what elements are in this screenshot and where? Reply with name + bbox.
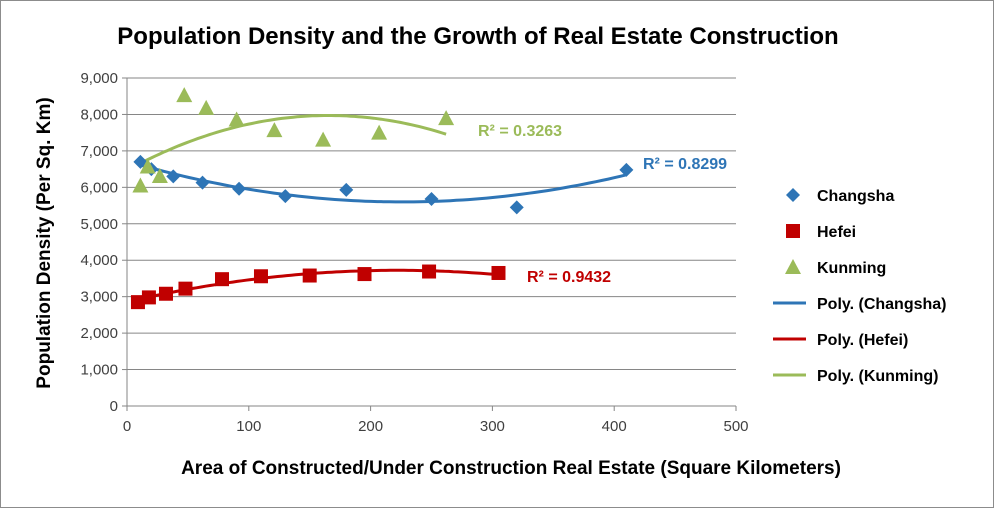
x-tick-label: 500: [723, 418, 748, 435]
data-point-kunming: [438, 110, 455, 126]
data-point-hefei: [422, 264, 437, 279]
y-tick-label: 8,000: [80, 106, 118, 123]
data-point-changsha: [232, 181, 247, 196]
data-point-changsha: [278, 189, 293, 204]
y-axis-title: Population Density (Per Sq. Km): [34, 97, 55, 388]
y-tick-label: 9,000: [80, 70, 118, 87]
axes: 0 1,000 2,000 3,000 4,000 5,000 6,000 7,000 8,00…: [80, 70, 748, 435]
r-squared-label-hefei: R² = 0.9432: [527, 269, 611, 286]
r-squared-labels: R² = 0.8299 R² = 0.9432 R² = 0.3263: [478, 123, 727, 286]
x-tick-label: 200: [358, 418, 383, 435]
trendline-hefei: [137, 268, 499, 301]
data-point-kunming: [132, 177, 149, 193]
data-point-kunming: [315, 131, 332, 147]
trendline-changsha: [139, 163, 627, 204]
trendline-kunming: [139, 114, 447, 165]
data-point-kunming: [198, 99, 215, 115]
data-point-changsha: [424, 191, 439, 206]
data-point-hefei: [215, 272, 230, 287]
x-tick-label: 400: [602, 418, 627, 435]
legend-label-changsha: Changsha: [817, 188, 894, 205]
y-tick-label: 2,000: [80, 325, 118, 342]
legend-marker-hefei: [786, 224, 800, 238]
data-point-changsha: [166, 169, 181, 184]
gridlines: [127, 77, 736, 371]
data-point-hefei: [178, 281, 193, 296]
data-point-kunming: [266, 122, 283, 138]
legend-marker-kunming: [785, 259, 801, 274]
data-point-hefei: [158, 286, 173, 301]
y-tick-label: 1,000: [80, 362, 118, 379]
x-tick-label: 300: [480, 418, 505, 435]
legend: Changsha Hefei Kunming Poly. (Changsha) Poly…: [773, 188, 947, 385]
data-point-changsha: [339, 182, 354, 197]
data-point-changsha: [133, 154, 148, 169]
legend-label-trend-changsha: Poly. (Changsha): [817, 296, 947, 313]
data-point-changsha: [195, 175, 210, 190]
data-point-hefei: [302, 268, 317, 283]
data-point-kunming: [176, 87, 193, 103]
legend-label-hefei: Hefei: [817, 224, 856, 241]
data-point-hefei: [491, 265, 506, 280]
r-squared-label-changsha: R² = 0.8299: [643, 156, 727, 173]
y-tick-label: 3,000: [80, 289, 118, 306]
data-point-kunming: [371, 124, 388, 140]
data-point-hefei: [130, 295, 145, 310]
r-squared-label-kunming: R² = 0.3263: [478, 123, 562, 140]
legend-label-kunming: Kunming: [817, 260, 886, 277]
data-point-changsha: [619, 162, 634, 177]
x-tick-label: 100: [236, 418, 261, 435]
data-point-hefei: [253, 269, 268, 284]
data-point-kunming: [151, 168, 168, 184]
y-tick-label: 6,000: [80, 179, 118, 196]
x-axis-title: Area of Constructed/Under Construction R…: [181, 458, 841, 479]
y-tick-label: 4,000: [80, 252, 118, 269]
y-tick-label: 7,000: [80, 143, 118, 160]
data-point-kunming: [228, 111, 245, 127]
legend-label-trend-hefei: Poly. (Hefei): [817, 332, 908, 349]
legend-marker-changsha: [786, 188, 800, 202]
data-point-kunming: [139, 158, 156, 174]
data-point-hefei: [357, 267, 372, 282]
x-tick-label: 0: [123, 418, 131, 435]
data-point-hefei: [141, 290, 156, 305]
data-point-changsha: [509, 200, 524, 215]
chart-title: Population Density and the Growth of Rea…: [117, 23, 838, 50]
trendlines: [137, 114, 627, 301]
y-tick-label: 0: [110, 398, 118, 415]
legend-label-trend-kunming: Poly. (Kunming): [817, 368, 938, 385]
y-tick-label: 5,000: [80, 216, 118, 233]
data-points: [130, 87, 634, 310]
